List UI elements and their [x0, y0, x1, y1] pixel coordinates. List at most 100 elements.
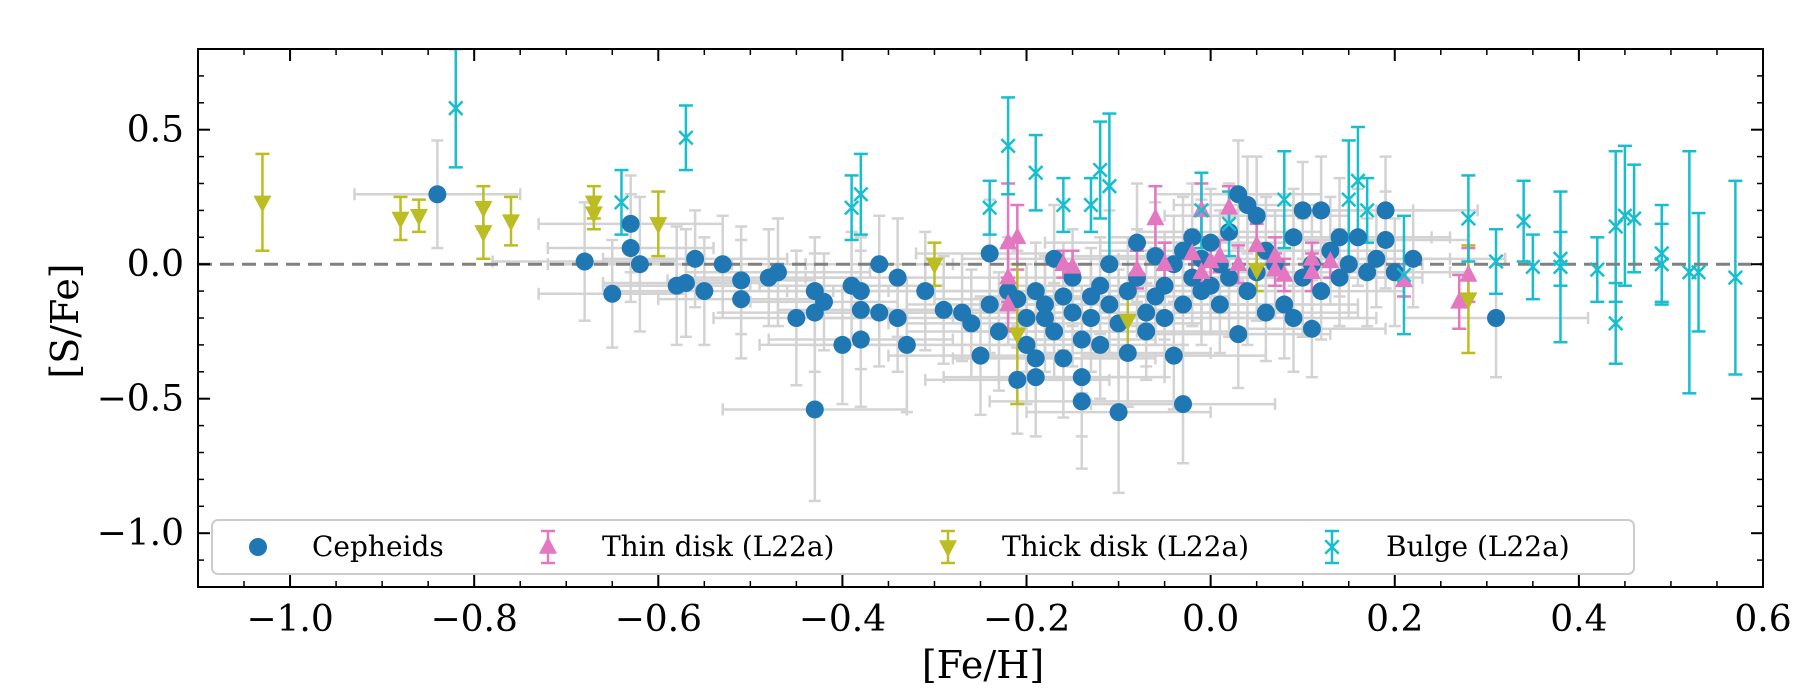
thin-disk-l-a-point	[1266, 245, 1285, 263]
cepheid-point	[1017, 335, 1036, 354]
cepheid-point	[989, 322, 1008, 341]
thin-disk-l-a-point	[999, 232, 1018, 250]
cepheid-point	[1348, 228, 1367, 247]
legend: Cepheids Thin disk (L22a) Thick disk (L22a…	[211, 519, 1635, 575]
cepheid-point	[787, 309, 806, 327]
thick-disk-l-a-point	[649, 217, 668, 235]
legend-label: Bulge (L22a)	[1386, 530, 1570, 563]
bulge-l-a-point	[853, 186, 869, 202]
legend-label: Thin disk (L22a)	[602, 530, 834, 563]
x-tick-label: 0.0	[1182, 599, 1239, 640]
cepheid-point	[1109, 403, 1128, 422]
cepheid-point	[1238, 282, 1257, 301]
x-tick-label: −1.0	[246, 599, 333, 640]
cepheid-point	[1284, 228, 1303, 247]
cepheid-point	[1174, 295, 1193, 314]
thick-disk-l-a-point	[474, 225, 493, 243]
thick-disk-l-a-point	[502, 214, 520, 232]
cepheid-point	[980, 244, 999, 263]
cepheid-point	[575, 252, 594, 271]
cepheid-point	[1220, 268, 1239, 287]
x-tick-label: −0.2	[983, 599, 1070, 640]
legend-marker	[939, 540, 957, 558]
bulge-l-a-point	[1460, 210, 1477, 227]
bulge-l-a-point	[1525, 259, 1541, 275]
thin-disk-l-a-point	[999, 267, 1018, 285]
y-tick-label: −0.5	[97, 379, 184, 420]
cepheid-point	[971, 346, 990, 365]
x-tick-label: 0.6	[1734, 599, 1791, 640]
cepheid-point	[1137, 303, 1156, 322]
thin-disk-l-a-point	[1201, 251, 1220, 269]
thin-disk-l-a-point	[1394, 269, 1413, 288]
markers-layer	[253, 100, 1744, 422]
cepheid-point	[1026, 282, 1045, 301]
bulge-l-a-point	[448, 100, 464, 116]
cepheid-point	[888, 309, 907, 327]
cepheid-point	[1017, 309, 1036, 327]
bulge-l-a-point	[1276, 192, 1292, 208]
cepheid-point	[1302, 319, 1321, 338]
bulge-l-a-point	[1654, 256, 1670, 272]
cepheid-point	[1229, 325, 1248, 344]
cepheid-point	[1330, 228, 1349, 247]
thin-disk-l-a-point	[1459, 264, 1478, 282]
bulge-l-a-point	[1101, 178, 1118, 194]
cepheid-point	[815, 292, 833, 311]
cepheid-point	[1330, 268, 1349, 287]
bulge-l-a-point	[678, 130, 694, 146]
cepheid-point	[428, 185, 447, 204]
thick-disk-l-a-point	[584, 206, 603, 224]
thin-disk-l-a-point	[1302, 261, 1321, 280]
thin-disk-l-a-point	[1220, 197, 1239, 215]
bulge-l-a-point	[1617, 208, 1633, 224]
cepheid-point	[1376, 201, 1395, 220]
thin-disk-l-a-point	[1229, 253, 1248, 271]
thick-disk-l-a-point	[1247, 262, 1266, 280]
legend-entry-cepheids: Cepheids	[249, 530, 444, 563]
bulge-l-a-point	[1589, 261, 1605, 278]
cepheid-point	[1312, 201, 1331, 220]
legend-box	[211, 519, 1635, 575]
legend-entry-bulge-l-a: Bulge (L22a)	[1324, 529, 1570, 565]
bulge-l-a-point	[1055, 197, 1071, 213]
cepheid-point	[1367, 249, 1386, 268]
cepheid-point	[962, 314, 981, 333]
cepheid-point	[1220, 222, 1239, 241]
thick-disk-l-a-point	[925, 257, 944, 275]
thin-disk-l-a-point	[1155, 253, 1174, 271]
thick-disk-l-a-point	[584, 195, 603, 213]
cepheid-point	[603, 284, 622, 303]
cepheid-point	[713, 255, 732, 274]
cepheid-point	[1358, 263, 1377, 282]
bulge-l-a-point	[1350, 173, 1366, 189]
bulge-l-a-point	[1727, 270, 1744, 286]
cepheid-point	[686, 249, 705, 268]
cepheid-point	[897, 335, 916, 354]
cepheid-point	[1035, 309, 1054, 327]
cepheid-point	[1118, 282, 1137, 301]
cepheid-point	[1146, 247, 1165, 266]
thin-disk-l-a-point	[1247, 235, 1266, 253]
bulge-l-a-point	[1028, 165, 1044, 181]
thick-disk-l-a-point	[474, 200, 493, 219]
bulge-l-a-point	[982, 200, 998, 216]
bulge-l-a-point	[1092, 162, 1108, 178]
thick-disk-l-a-point	[1459, 292, 1478, 310]
legend-entry-thin-disk-l-a: Thin disk (L22a)	[539, 529, 834, 565]
cepheid-point	[1054, 349, 1073, 368]
axes-layer: −1.0 −0.8 −0.6 −0.4 −0.2 0.0 0.2 0.4 0.6 −1.0 −0.5…	[97, 48, 1792, 640]
cepheid-point	[1284, 309, 1303, 327]
thin-disk-l-a-point	[1210, 245, 1229, 263]
bulge-l-a-point	[1626, 210, 1642, 227]
bulge-l-a-point	[1341, 192, 1357, 208]
y-tick-label: −1.0	[97, 513, 184, 554]
cepheid-point	[1404, 249, 1423, 268]
cepheid-point	[1275, 295, 1294, 314]
thin-disk-l-a-point	[1266, 259, 1285, 277]
cepheid-point	[851, 330, 870, 349]
thin-disk-l-a-point	[1450, 291, 1469, 309]
thin-disk-l-a-point	[1063, 256, 1082, 274]
y-tick-label: 0.0	[127, 244, 184, 285]
